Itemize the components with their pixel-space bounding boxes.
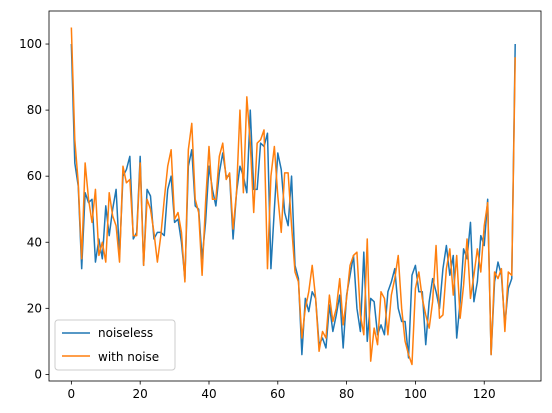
legend-label-noiseless: noiseless bbox=[98, 326, 153, 340]
y-tick-label: 60 bbox=[27, 169, 42, 183]
y-axis-ticks: 0 20 40 60 80 100 bbox=[19, 37, 49, 381]
x-tick-label: 60 bbox=[270, 387, 285, 401]
x-tick-label: 0 bbox=[68, 387, 76, 401]
y-tick-label: 100 bbox=[19, 37, 42, 51]
series-line-with-noise bbox=[70, 27, 516, 366]
x-tick-label: 80 bbox=[339, 387, 354, 401]
x-tick-label: 120 bbox=[473, 387, 496, 401]
x-tick-label: 40 bbox=[201, 387, 216, 401]
plot-frame bbox=[48, 10, 542, 382]
legend-label-with-noise: with noise bbox=[98, 350, 159, 364]
y-tick-label: 0 bbox=[34, 367, 42, 381]
y-tick-label: 20 bbox=[27, 301, 42, 315]
y-tick-label: 80 bbox=[27, 103, 42, 117]
x-tick-label: 100 bbox=[404, 387, 427, 401]
x-tick-label: 20 bbox=[133, 387, 148, 401]
legend: noiseless with noise bbox=[54, 319, 176, 371]
series-layer bbox=[70, 27, 516, 366]
x-axis-ticks: 0 20 40 60 80 100 120 bbox=[68, 381, 496, 401]
y-tick-label: 40 bbox=[27, 235, 42, 249]
